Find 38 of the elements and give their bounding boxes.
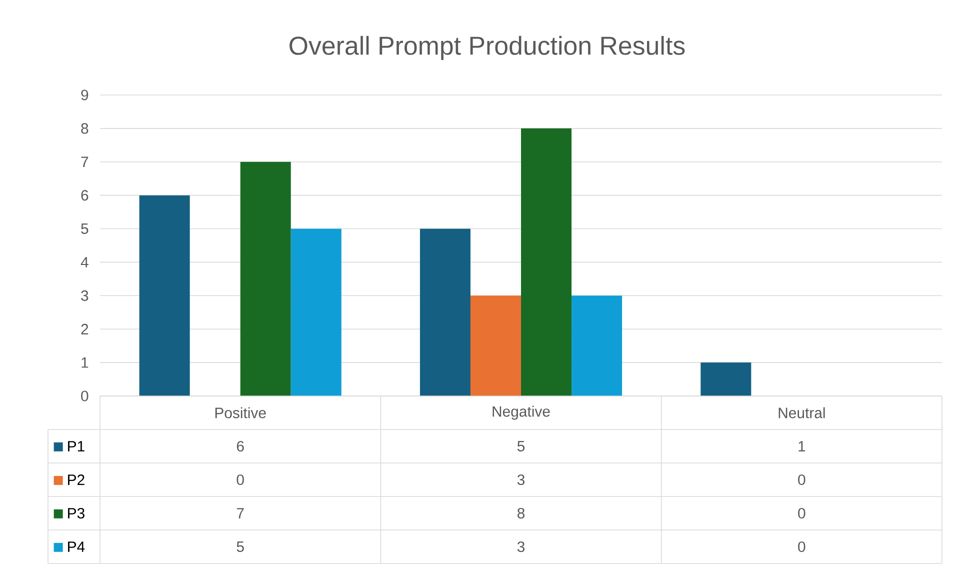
bar bbox=[139, 195, 190, 396]
data-label: 5 bbox=[517, 441, 525, 452]
y-tick-label: 2 bbox=[81, 324, 88, 334]
bar bbox=[240, 162, 291, 396]
y-tick-label: 3 bbox=[81, 290, 88, 301]
bar bbox=[470, 296, 522, 396]
data-label: 8 bbox=[518, 508, 525, 519]
bar bbox=[572, 296, 622, 396]
data-label: 7 bbox=[236, 508, 244, 518]
data-label: 0 bbox=[236, 474, 244, 486]
x-tick-label: Neutral bbox=[778, 407, 825, 418]
legend-label: P2 bbox=[68, 474, 84, 485]
y-tick-label: 6 bbox=[81, 190, 88, 201]
legend-label: P3 bbox=[68, 508, 84, 519]
legend-label: P4 bbox=[68, 542, 85, 552]
y-tick-label: 5 bbox=[81, 224, 88, 234]
data-label: 0 bbox=[798, 474, 806, 486]
bar bbox=[521, 128, 572, 396]
bar bbox=[290, 228, 342, 396]
y-tick-label: 9 bbox=[81, 90, 88, 100]
y-tick-label: 4 bbox=[80, 257, 88, 268]
x-tick-label: Positive bbox=[215, 407, 266, 418]
data-label: 6 bbox=[236, 440, 244, 452]
bar bbox=[420, 228, 470, 396]
data-label: 3 bbox=[517, 474, 525, 486]
y-tick-label: 1 bbox=[82, 357, 88, 368]
data-label: 0 bbox=[798, 508, 806, 519]
y-tick-label: 0 bbox=[81, 390, 88, 402]
bar bbox=[700, 362, 752, 396]
data-label: 5 bbox=[236, 542, 244, 552]
data-label: 0 bbox=[798, 541, 806, 552]
y-tick-label: 8 bbox=[81, 123, 88, 134]
x-tick-label: Negative bbox=[492, 406, 550, 420]
y-tick-label: 7 bbox=[81, 156, 88, 168]
data-label: 3 bbox=[517, 541, 525, 552]
data-label: 1 bbox=[798, 441, 806, 452]
chart-title: Overall Prompt Production Results bbox=[290, 36, 685, 60]
legend-label: P1 bbox=[68, 441, 84, 452]
